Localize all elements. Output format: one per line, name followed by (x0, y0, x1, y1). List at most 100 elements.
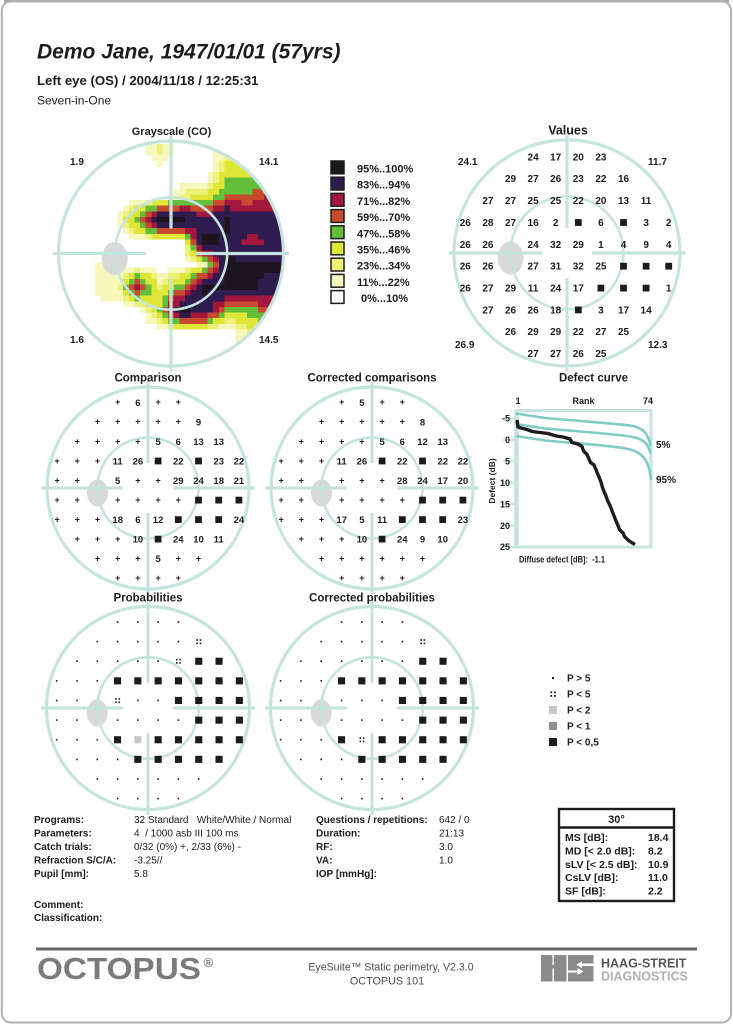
svg-text:25: 25 (550, 196, 562, 207)
svg-text:6: 6 (135, 398, 140, 409)
svg-text:26: 26 (460, 218, 472, 229)
svg-text:+: + (135, 417, 140, 427)
svg-text:Programs:: Programs: (34, 815, 84, 826)
svg-text:+: + (299, 436, 304, 446)
svg-text:Comparison: Comparison (114, 373, 181, 385)
svg-text:Left eye (OS) / 2004/11/18 / 1: Left eye (OS) / 2004/11/18 / 12:25:31 (37, 73, 258, 88)
svg-text:OCTOPUS 101: OCTOPUS 101 (350, 976, 424, 988)
svg-text:28: 28 (397, 476, 408, 487)
svg-text:+: + (379, 475, 384, 485)
svg-text:Defect (dB): Defect (dB) (487, 458, 497, 504)
svg-text:+: + (75, 514, 80, 524)
svg-text:26: 26 (505, 305, 517, 316)
svg-text:11: 11 (337, 456, 348, 467)
svg-text:642 / 0: 642 / 0 (439, 815, 470, 826)
svg-text:23%...34%: 23%...34% (357, 261, 410, 273)
svg-text:22: 22 (573, 327, 585, 338)
svg-text:Refraction S/C/A:: Refraction S/C/A: (34, 856, 116, 867)
svg-text:14.1: 14.1 (259, 157, 279, 168)
svg-text:27: 27 (482, 284, 494, 295)
svg-text:12: 12 (417, 437, 428, 448)
svg-text:17: 17 (573, 284, 585, 295)
svg-text:+: + (115, 534, 120, 544)
svg-text:®: ® (204, 955, 214, 970)
svg-text:10: 10 (133, 535, 144, 546)
svg-text:+: + (115, 436, 120, 446)
svg-text:+: + (95, 436, 100, 446)
svg-text:26: 26 (133, 456, 144, 467)
svg-text:59%...70%: 59%...70% (357, 212, 410, 224)
svg-text:22: 22 (458, 456, 469, 467)
svg-text:18.4: 18.4 (648, 832, 669, 844)
svg-text:23: 23 (458, 515, 469, 526)
svg-text:18: 18 (112, 515, 123, 526)
svg-text:83%...94%: 83%...94% (357, 180, 410, 192)
svg-text:24: 24 (550, 284, 562, 295)
svg-text:10: 10 (357, 535, 368, 546)
svg-text:5: 5 (155, 437, 161, 448)
svg-text:1: 1 (515, 396, 520, 406)
svg-text:27: 27 (550, 349, 562, 360)
svg-text:26: 26 (357, 456, 368, 467)
svg-text:22: 22 (234, 456, 245, 467)
svg-text:11.7: 11.7 (648, 157, 667, 168)
svg-text:20: 20 (458, 476, 469, 487)
svg-text:+: + (319, 554, 324, 564)
svg-text:26: 26 (482, 262, 494, 273)
svg-text:29: 29 (505, 174, 517, 185)
svg-text:+: + (135, 495, 140, 505)
svg-text:24: 24 (417, 476, 428, 487)
svg-text:+: + (176, 397, 181, 407)
svg-text:8: 8 (420, 417, 425, 428)
svg-text:13: 13 (618, 196, 630, 207)
svg-text:+: + (379, 417, 384, 427)
svg-text:27: 27 (528, 349, 540, 360)
svg-text:+: + (75, 495, 80, 505)
svg-text:10: 10 (500, 478, 510, 488)
svg-text:26: 26 (550, 174, 562, 185)
svg-text:+: + (299, 495, 304, 505)
svg-text:17: 17 (550, 152, 562, 163)
svg-text:+: + (339, 436, 344, 446)
svg-text:3: 3 (598, 305, 604, 316)
svg-text:5%: 5% (656, 440, 671, 451)
svg-text:+: + (155, 397, 160, 407)
svg-text:+: + (379, 554, 384, 564)
svg-text:+: + (299, 534, 304, 544)
svg-text:1: 1 (598, 240, 604, 251)
svg-text:3: 3 (643, 218, 649, 229)
svg-text:11%...22%: 11%...22% (357, 277, 410, 289)
svg-text:+: + (95, 417, 100, 427)
svg-text:+: + (339, 573, 344, 583)
svg-text:P < 1: P < 1 (567, 722, 591, 733)
svg-text:4: 4 (666, 240, 672, 251)
svg-text:+: + (319, 436, 324, 446)
svg-text:4 / 1000 asb III 100 ms: 4 / 1000 asb III 100 ms (134, 829, 239, 840)
svg-text:+: + (339, 554, 344, 564)
svg-text:+: + (400, 554, 405, 564)
svg-text:21: 21 (234, 476, 245, 487)
svg-text:95%: 95% (656, 475, 676, 486)
svg-text:Corrected probabilities: Corrected probabilities (309, 593, 435, 605)
svg-text:+: + (196, 554, 201, 564)
svg-text:1.0: 1.0 (439, 856, 453, 867)
svg-text:+: + (115, 397, 120, 407)
svg-text:+: + (359, 475, 364, 485)
svg-text:+: + (95, 514, 100, 524)
svg-text:+: + (420, 554, 425, 564)
svg-text:14.5: 14.5 (259, 335, 279, 346)
svg-text:+: + (400, 495, 405, 505)
svg-text:+: + (75, 436, 80, 446)
svg-text:16: 16 (618, 174, 630, 185)
svg-text:26: 26 (460, 240, 472, 251)
svg-text:24: 24 (193, 476, 204, 487)
svg-text:+: + (339, 534, 344, 544)
svg-text:+: + (54, 514, 59, 524)
svg-text:9: 9 (420, 535, 425, 546)
svg-text:+: + (278, 456, 283, 466)
svg-text:25: 25 (595, 349, 607, 360)
svg-text:11: 11 (113, 456, 124, 467)
svg-text:5: 5 (379, 437, 385, 448)
svg-text:Classification:: Classification: (34, 913, 102, 924)
svg-text:17: 17 (437, 476, 448, 487)
